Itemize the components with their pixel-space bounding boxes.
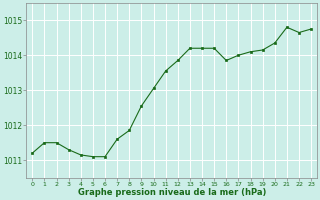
X-axis label: Graphe pression niveau de la mer (hPa): Graphe pression niveau de la mer (hPa) (77, 188, 266, 197)
